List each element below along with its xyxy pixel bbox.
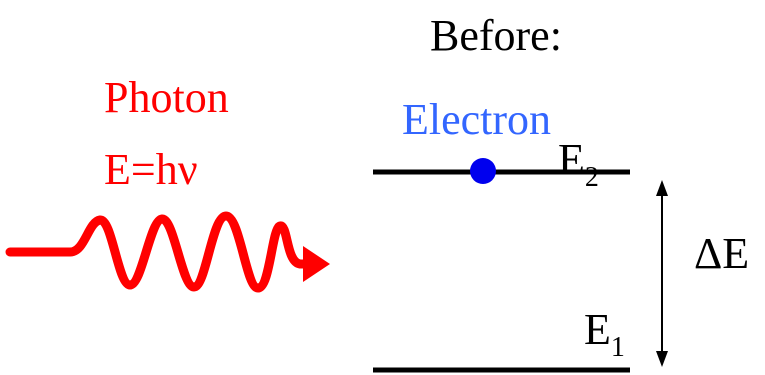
photon-energy-equation: E=hν — [104, 145, 198, 194]
lower-level-symbol: E — [584, 305, 611, 354]
photon-wave — [5, 211, 317, 293]
electron-dot — [470, 158, 496, 184]
energy-gap-label: ΔE — [694, 229, 750, 278]
photon-arrowhead-icon — [303, 246, 330, 282]
electron-label: Electron — [402, 95, 552, 144]
diagram-title: Before: — [430, 11, 562, 60]
photon-label: Photon — [104, 73, 229, 122]
energy-gap-arrow-top-icon — [656, 180, 668, 196]
lower-level-subscript: 1 — [610, 332, 625, 363]
lower-level-label: E1 — [584, 305, 625, 362]
energy-gap-arrow-bottom-icon — [656, 351, 668, 367]
